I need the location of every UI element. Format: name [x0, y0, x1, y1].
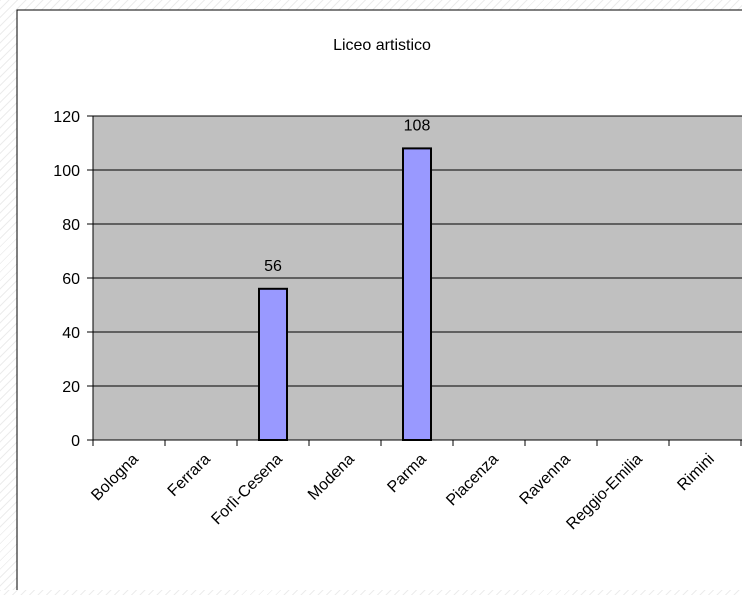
y-tick-label: 80: [62, 217, 80, 234]
y-tick-label: 20: [62, 379, 80, 396]
chart-title: Liceo artistico: [333, 37, 431, 54]
data-label: 108: [404, 117, 431, 134]
y-tick-label: 40: [62, 325, 80, 342]
bar: [258, 287, 288, 441]
y-tick-label: 0: [71, 433, 80, 450]
data-label: 56: [264, 258, 282, 275]
y-tick-label: 60: [62, 271, 80, 288]
y-tick-label: 100: [53, 163, 80, 180]
bar: [402, 147, 432, 441]
y-tick-label: 120: [53, 109, 80, 126]
